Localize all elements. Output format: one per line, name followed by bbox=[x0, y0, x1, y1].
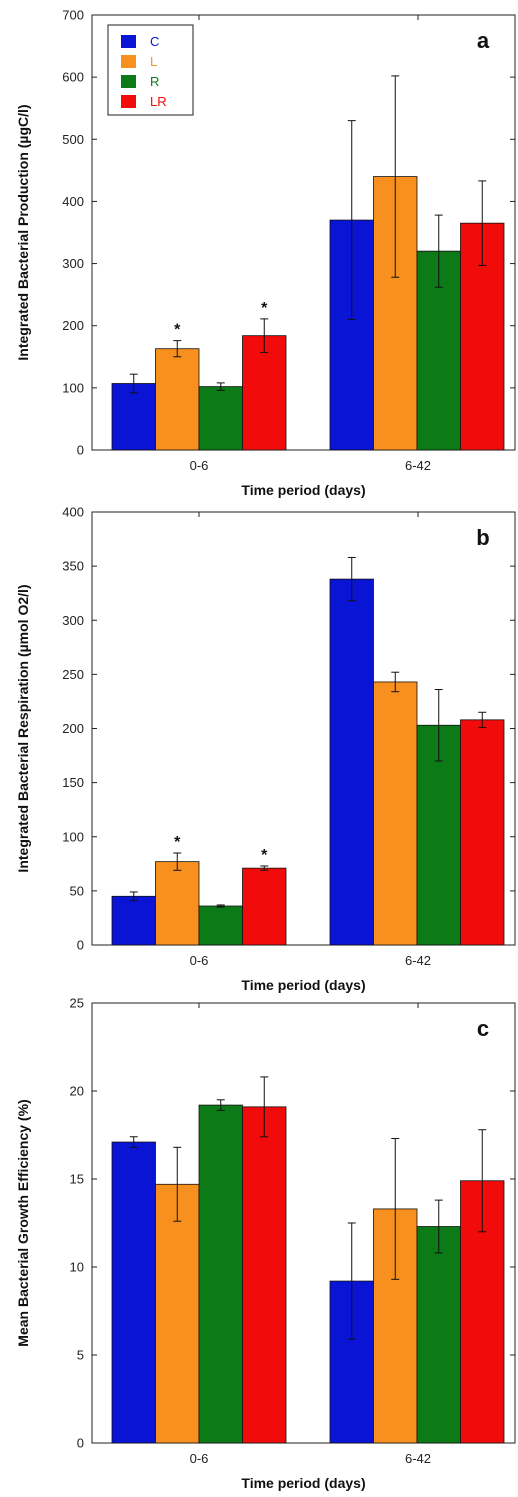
bar-R-0-6 bbox=[198, 1104, 243, 1444]
legend-swatch-C bbox=[121, 35, 136, 48]
bar-C-0-6 bbox=[111, 895, 156, 946]
bar-R-0-6 bbox=[198, 386, 243, 451]
bar-L-0-6 bbox=[155, 348, 200, 451]
y-tick-label: 15 bbox=[70, 1172, 84, 1187]
x-axis-label: Time period (days) bbox=[241, 482, 365, 498]
x-tick-label: 6-42 bbox=[405, 1451, 431, 1466]
y-tick-label: 400 bbox=[62, 505, 84, 520]
bar-C-0-6 bbox=[111, 383, 156, 451]
bar-LR-0-6 bbox=[242, 1106, 287, 1444]
bar-LR-6-42 bbox=[460, 719, 505, 946]
plot-frame bbox=[91, 1002, 516, 1444]
bar-L-0-6 bbox=[155, 861, 200, 946]
chart-panel-c: 0 5 10 15 20 25 0-6 6-42 Time period (days) Mean … bbox=[15, 996, 516, 1491]
bar-L-0-6 bbox=[155, 1183, 200, 1444]
y-tick-label: 100 bbox=[62, 380, 84, 395]
legend-swatch-L bbox=[121, 55, 136, 68]
y-tick-label: 10 bbox=[70, 1260, 84, 1275]
legend-label-LR: LR bbox=[150, 94, 167, 109]
panel-letter: b bbox=[476, 525, 489, 550]
x-tick-label: 6-42 bbox=[405, 953, 431, 968]
y-tick-label: 250 bbox=[62, 667, 84, 682]
x-axis-label: Time period (days) bbox=[241, 1475, 365, 1491]
chart-panel-b: 0 50 100 150 200 250 300 350 400 0-6 6-42 * * Time pe… bbox=[15, 505, 516, 993]
bar-R-6-42 bbox=[416, 1226, 461, 1444]
y-tick-label: 200 bbox=[62, 318, 84, 333]
x-axis-label: Time period (days) bbox=[241, 977, 365, 993]
legend-label-L: L bbox=[150, 54, 157, 69]
x-tick-label: 0-6 bbox=[190, 953, 209, 968]
y-tick-label: 50 bbox=[70, 883, 84, 898]
bar-LR-0-6 bbox=[242, 867, 287, 946]
y-tick-label: 0 bbox=[77, 938, 84, 953]
y-axis-label: Integrated Bacterial Respiration (µmol O… bbox=[15, 584, 31, 872]
y-axis-label: Integrated Bacterial Production (µgC/l) bbox=[15, 104, 31, 360]
panel-letter: a bbox=[477, 28, 490, 53]
legend-label-R: R bbox=[150, 74, 159, 89]
panel-letter: c bbox=[477, 1016, 489, 1041]
bar-R-0-6 bbox=[198, 905, 243, 946]
y-tick-label: 0 bbox=[77, 1436, 84, 1451]
y-tick-label: 500 bbox=[62, 132, 84, 147]
plot-frame bbox=[91, 14, 516, 451]
y-tick-label: 400 bbox=[62, 194, 84, 209]
y-tick-label: 200 bbox=[62, 721, 84, 736]
y-tick-label: 600 bbox=[62, 70, 84, 85]
x-tick-label: 6-42 bbox=[405, 458, 431, 473]
y-tick-label: 0 bbox=[77, 443, 84, 458]
y-tick-label: 5 bbox=[77, 1348, 84, 1363]
bar-L-6-42 bbox=[373, 681, 418, 946]
significance-star: * bbox=[261, 847, 268, 864]
y-tick-label: 25 bbox=[70, 996, 84, 1011]
x-tick-label: 0-6 bbox=[190, 1451, 209, 1466]
y-tick-label: 350 bbox=[62, 559, 84, 574]
y-tick-label: 300 bbox=[62, 613, 84, 628]
significance-star: * bbox=[174, 834, 181, 851]
y-tick-label: 100 bbox=[62, 829, 84, 844]
y-tick-label: 300 bbox=[62, 256, 84, 271]
y-axis-label: Mean Bacterial Growth Efficiency (%) bbox=[15, 1099, 31, 1346]
y-tick-label: 700 bbox=[62, 8, 84, 23]
legend-swatch-R bbox=[121, 75, 136, 88]
legend-swatch-LR bbox=[121, 95, 136, 108]
legend-label-C: C bbox=[150, 34, 159, 49]
y-tick-label: 20 bbox=[70, 1084, 84, 1099]
bar-L-6-42 bbox=[373, 176, 418, 451]
y-tick-label: 150 bbox=[62, 775, 84, 790]
significance-star: * bbox=[174, 322, 181, 339]
x-tick-label: 0-6 bbox=[190, 458, 209, 473]
bar-R-6-42 bbox=[416, 724, 461, 946]
bar-C-0-6 bbox=[111, 1141, 156, 1444]
bar-C-6-42 bbox=[329, 578, 374, 946]
chart-panel-a: 0 100 200 300 400 500 600 700 0-6 6-42 * * Time peri… bbox=[15, 8, 516, 498]
significance-star: * bbox=[261, 300, 268, 317]
